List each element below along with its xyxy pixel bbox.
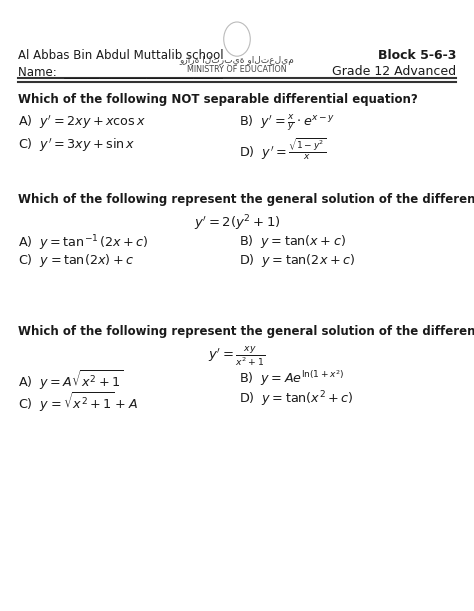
Text: A)  $y = \tan^{-1}(2x + c)$: A) $y = \tan^{-1}(2x + c)$ bbox=[18, 233, 149, 253]
Text: B)  $y = \tan(x + c)$: B) $y = \tan(x + c)$ bbox=[239, 233, 346, 251]
Text: Name:  ___________________________: Name: ___________________________ bbox=[18, 65, 223, 78]
Text: وزارة التربية والتعليم: وزارة التربية والتعليم bbox=[180, 56, 294, 65]
Text: C)  $y' = 3xy + \sin x$: C) $y' = 3xy + \sin x$ bbox=[18, 137, 136, 155]
Text: Which of the following represent the general solution of the differential equati: Which of the following represent the gen… bbox=[18, 325, 474, 338]
Text: $y' = \frac{xy}{x^2+1}$: $y' = \frac{xy}{x^2+1}$ bbox=[208, 345, 266, 368]
Text: Grade 12 Advanced: Grade 12 Advanced bbox=[332, 65, 456, 78]
Text: B)  $y = Ae^{\ln(1+x^2)}$: B) $y = Ae^{\ln(1+x^2)}$ bbox=[239, 368, 345, 387]
Text: MINISTRY OF EDUCATION: MINISTRY OF EDUCATION bbox=[187, 65, 287, 75]
Text: B)  $y' = \frac{x}{y}\cdot e^{x-y}$: B) $y' = \frac{x}{y}\cdot e^{x-y}$ bbox=[239, 113, 336, 133]
Text: C)  $y = \tan(2x) + c$: C) $y = \tan(2x) + c$ bbox=[18, 252, 134, 269]
Text: Block 5-6-3: Block 5-6-3 bbox=[378, 49, 456, 62]
Text: C)  $y = \sqrt{x^2+1} + A$: C) $y = \sqrt{x^2+1} + A$ bbox=[18, 390, 138, 414]
Text: A)  $y' = 2xy + x\cos x$: A) $y' = 2xy + x\cos x$ bbox=[18, 113, 146, 131]
Text: $y' = 2(y^2 + 1)$: $y' = 2(y^2 + 1)$ bbox=[193, 213, 281, 233]
Text: Al Abbas Bin Abdul Muttalib school: Al Abbas Bin Abdul Muttalib school bbox=[18, 49, 224, 62]
Text: D)  $y = \tan(x^2 + c)$: D) $y = \tan(x^2 + c)$ bbox=[239, 390, 354, 409]
Text: D)  $y = \tan(2x + c)$: D) $y = \tan(2x + c)$ bbox=[239, 252, 356, 269]
Text: D)  $y' = \frac{\sqrt{1-y^2}}{x}$: D) $y' = \frac{\sqrt{1-y^2}}{x}$ bbox=[239, 137, 327, 162]
Text: Which of the following NOT separable differential equation?: Which of the following NOT separable dif… bbox=[18, 93, 418, 106]
Text: Which of the following represent the general solution of the differential equati: Which of the following represent the gen… bbox=[18, 193, 474, 206]
Text: A)  $y = A\sqrt{x^2+1}$: A) $y = A\sqrt{x^2+1}$ bbox=[18, 368, 123, 392]
